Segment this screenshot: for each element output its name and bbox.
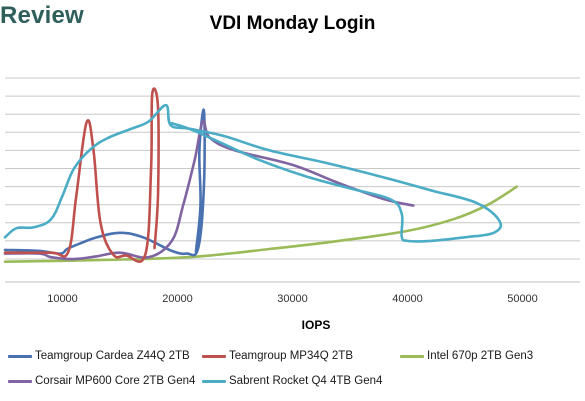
x-axis-label: IOPS [302, 318, 331, 332]
series-line-corsair-mp600-core-2tb-gen4 [3, 119, 415, 261]
series-line-intel-670p-2tb-gen3 [3, 185, 519, 263]
legend-label: Teamgroup Cardea Z44Q 2TB [35, 350, 190, 362]
legend-item: Teamgroup MP34Q 2TB [202, 350, 353, 362]
legend-label: Corsair MP600 Core 2TB Gen4 [35, 375, 196, 387]
legend-label: Intel 670p 2TB Gen3 [427, 350, 534, 362]
legend-swatch [8, 354, 32, 358]
x-tick-label: 40000 [392, 293, 423, 305]
brand-logo: Review [0, 2, 84, 29]
legend-swatch [400, 354, 424, 358]
legend-swatch [202, 379, 226, 383]
chart-plot: 10000 20000 30000 40000 50000 IOPS [3, 77, 580, 332]
legend-swatch [202, 354, 226, 358]
chart-title: VDI Monday Login [209, 13, 376, 34]
series-line-teamgroup-mp34q-2tb [3, 87, 160, 263]
series-line-sabrent-rocket-q4-4tb-gen4 [3, 103, 503, 243]
legend-label: Teamgroup MP34Q 2TB [229, 350, 354, 362]
legend-item: Teamgroup Cardea Z44Q 2TB [8, 350, 190, 362]
legend-item: Corsair MP600 Core 2TB Gen4 [8, 375, 195, 387]
chart-legend: Teamgroup Cardea Z44Q 2TB Teamgroup MP34Q… [0, 340, 585, 401]
x-tick-label: 10000 [47, 293, 78, 305]
legend-label: Sabrent Rocket Q4 4TB Gen4 [229, 375, 383, 387]
legend-item: Intel 670p 2TB Gen3 [400, 350, 533, 362]
x-tick-label: 50000 [507, 293, 538, 305]
legend-item: Sabrent Rocket Q4 4TB Gen4 [202, 375, 382, 387]
x-tick-label: 20000 [162, 293, 193, 305]
legend-swatch [8, 379, 32, 383]
x-tick-label: 30000 [277, 293, 308, 305]
